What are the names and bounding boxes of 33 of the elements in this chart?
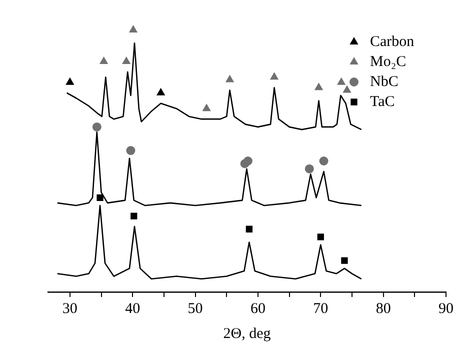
point [319,156,328,166]
point [92,122,102,132]
point [317,234,324,240]
point [129,26,138,32]
point [126,146,136,156]
x-tick-label: 30 [62,300,78,317]
point [341,257,348,264]
legend-label: TaC [370,94,395,110]
legend-label: Carbon [370,34,415,50]
x-tick-label: 80 [376,300,391,317]
x-tick-label: 50 [188,300,203,317]
point [337,78,346,85]
point [246,226,253,232]
point [202,104,211,112]
point [66,78,74,85]
x-tick-label: 40 [125,300,140,317]
x-tick-label: 70 [313,300,328,317]
point [96,194,104,202]
point [130,212,138,220]
point [270,72,278,80]
point [304,164,314,174]
point [122,56,130,64]
point [343,86,351,93]
point [156,88,165,96]
x-tick-label: 60 [250,300,266,317]
legend-label: NbC [370,74,398,90]
legend-label: Mo₂C [370,54,406,70]
point [100,56,108,64]
point [243,156,252,166]
x-tick-label: 90 [438,300,454,317]
x-axis-title: 2Θ, deg [223,326,272,342]
point [226,75,234,82]
point [314,83,323,90]
